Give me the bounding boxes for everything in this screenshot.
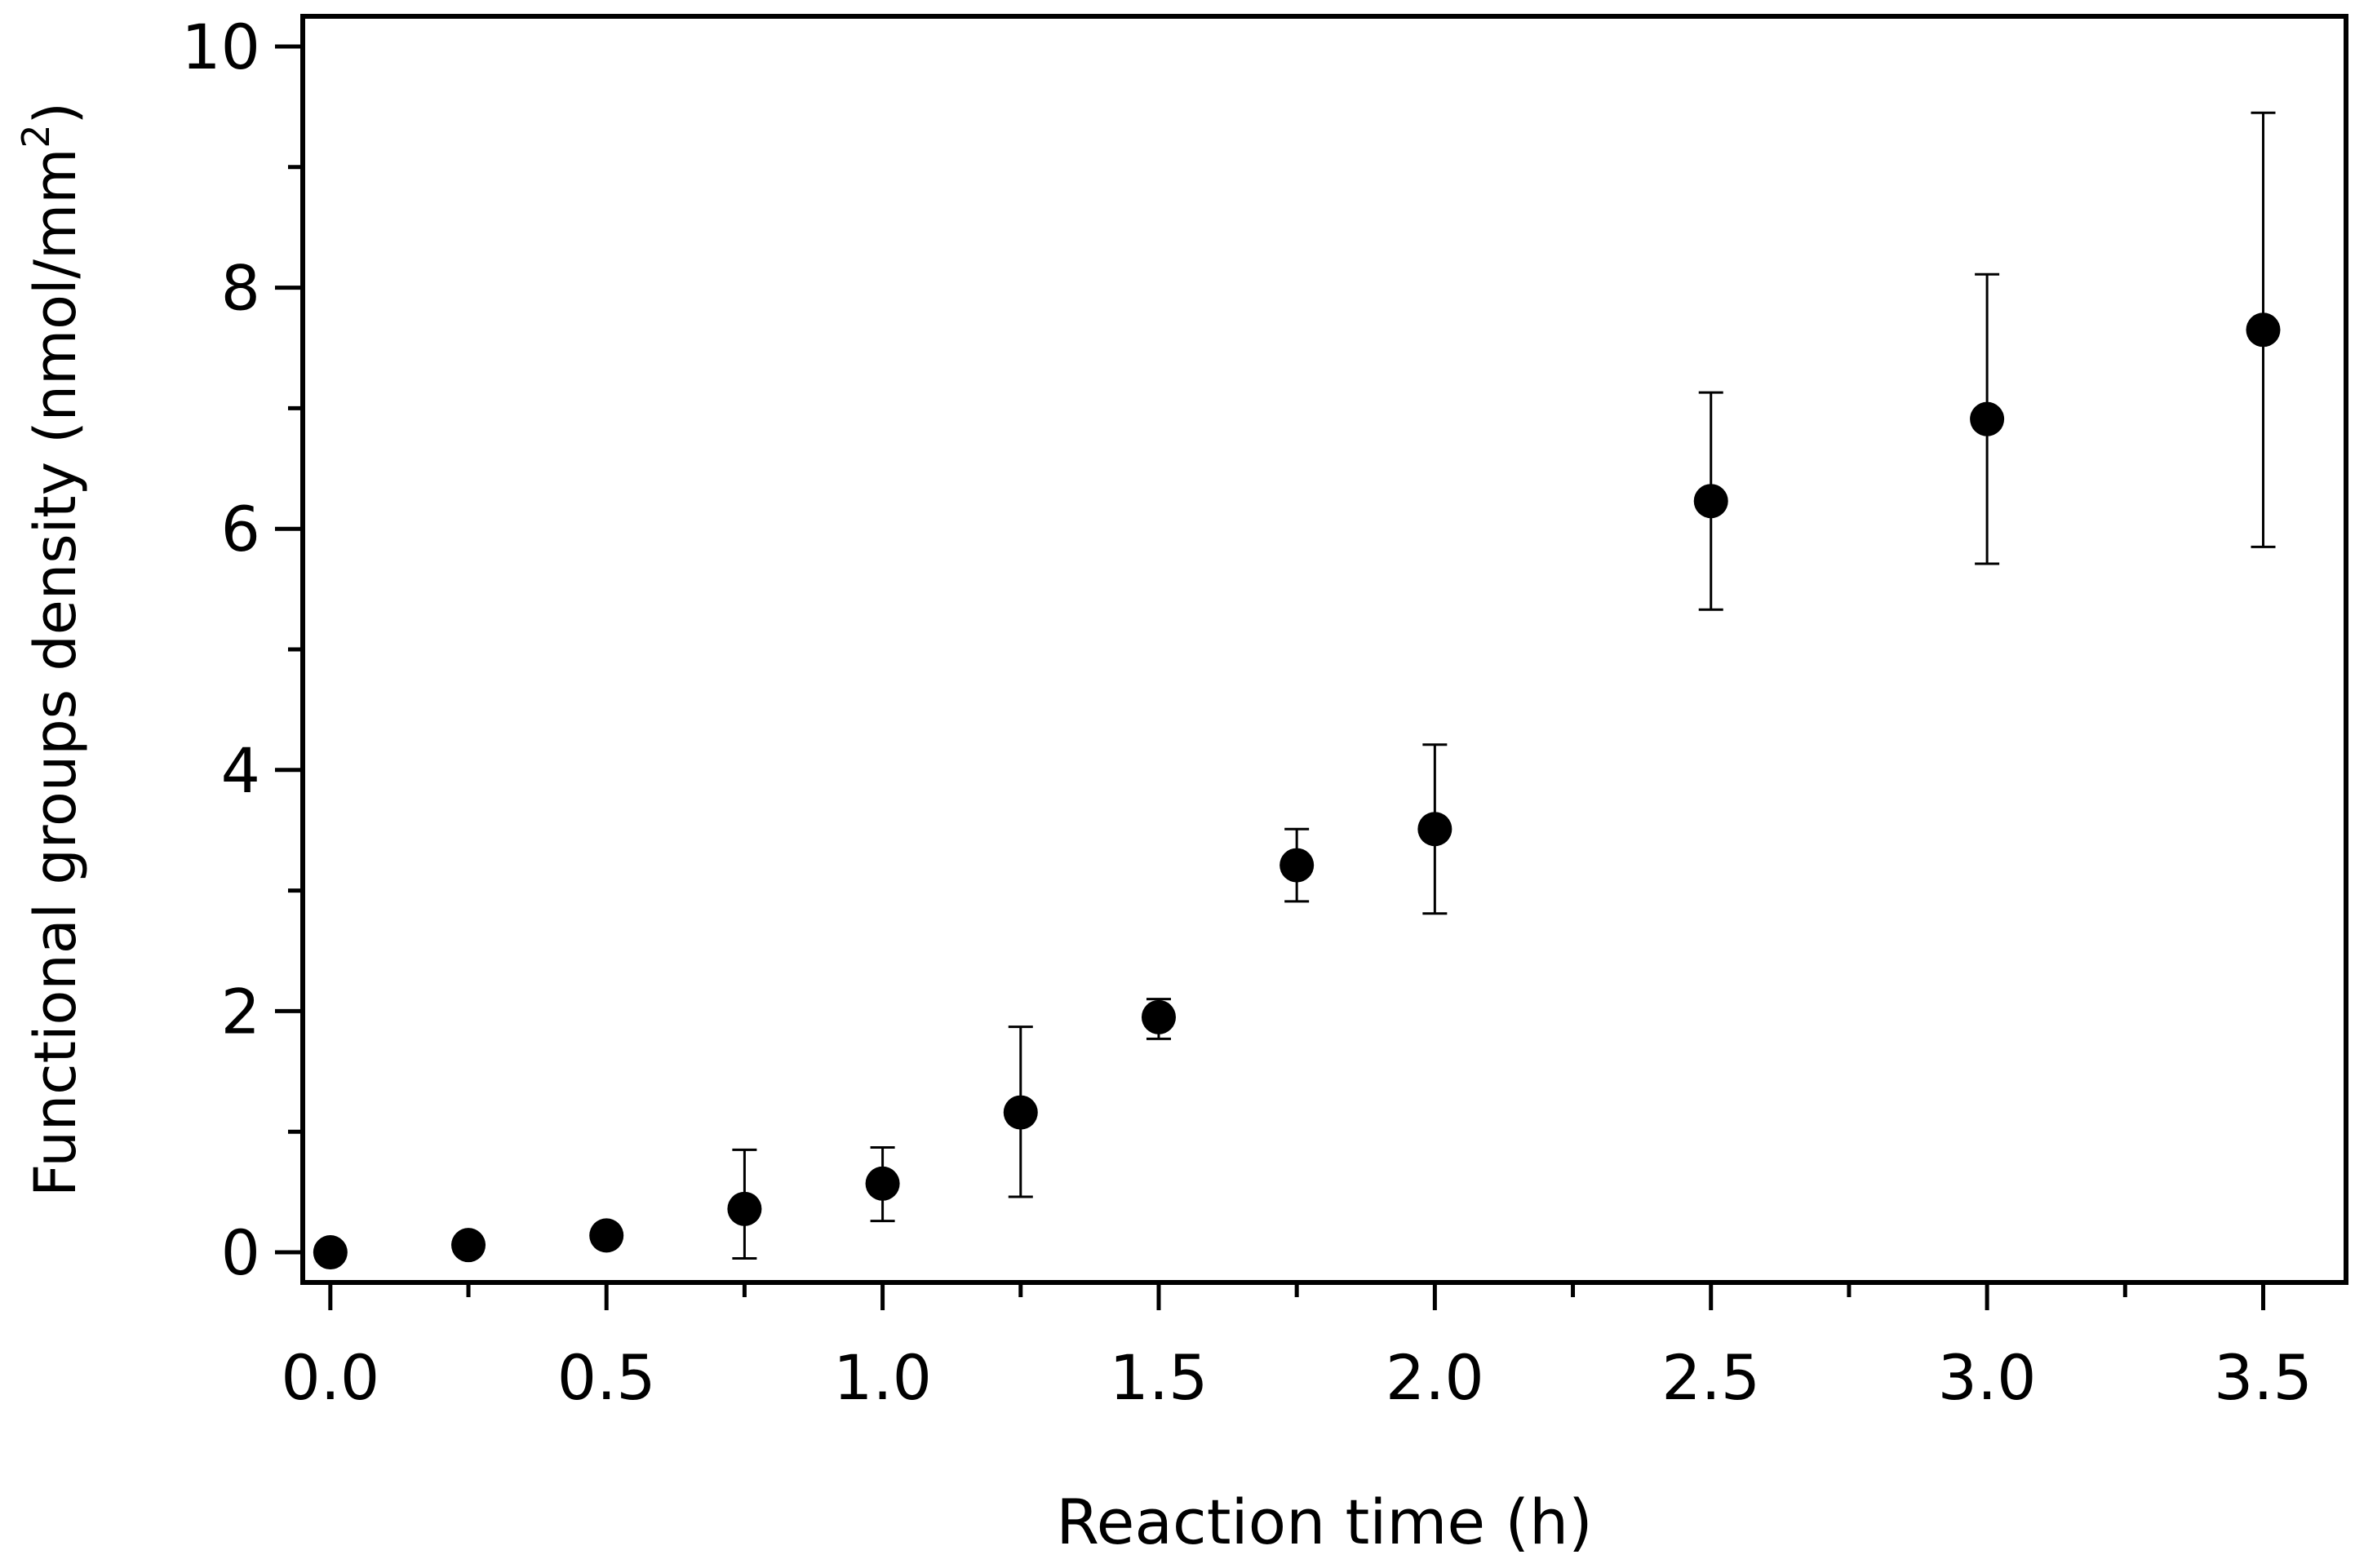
y-axis-label-main: Functional groups density (nmol/mm xyxy=(22,148,89,1197)
data-point xyxy=(1693,484,1728,519)
y-tick-label: 8 xyxy=(221,252,260,325)
data-point xyxy=(1970,401,2005,436)
y-tick-label: 4 xyxy=(221,734,260,807)
data-point xyxy=(2246,312,2281,348)
y-axis-label: Functional groups density (nmol/mm2) xyxy=(14,102,89,1197)
data-point xyxy=(1417,812,1452,847)
x-tick-label: 0.0 xyxy=(281,1341,379,1414)
data-point xyxy=(1141,999,1176,1034)
x-tick-label: 1.5 xyxy=(1110,1341,1209,1414)
data-point xyxy=(1280,848,1315,883)
x-tick-label: 3.0 xyxy=(1938,1341,2037,1414)
x-tick-label: 2.0 xyxy=(1386,1341,1484,1414)
y-tick-label: 6 xyxy=(221,493,260,565)
axis-ticks: 0.0 0.5 1.0 1.5 2.0 2.5 3.0 3.5 0 2 4 6 8 10 xyxy=(181,11,2313,1414)
data-point xyxy=(1003,1095,1038,1130)
plot-frame xyxy=(300,14,2348,1285)
y-tick-label: 0 xyxy=(221,1216,260,1289)
x-axis-label: Reaction time (h) xyxy=(1056,1486,1593,1558)
error-bars xyxy=(732,111,2276,1260)
y-axis-label-close: ) xyxy=(22,102,89,124)
x-tick-label: 1.0 xyxy=(833,1341,932,1414)
data-point xyxy=(865,1166,900,1201)
data-points xyxy=(313,312,2281,1270)
data-point xyxy=(451,1228,486,1263)
data-point xyxy=(313,1235,348,1270)
data-point xyxy=(589,1218,624,1253)
x-tick-label: 3.5 xyxy=(2214,1341,2313,1414)
x-tick-label: 2.5 xyxy=(1661,1341,1760,1414)
data-point xyxy=(727,1191,762,1226)
y-axis-label-superscript: 2 xyxy=(14,124,58,148)
y-tick-label: 2 xyxy=(221,975,260,1048)
y-tick-label: 10 xyxy=(181,11,260,83)
x-tick-label: 0.5 xyxy=(557,1341,656,1414)
